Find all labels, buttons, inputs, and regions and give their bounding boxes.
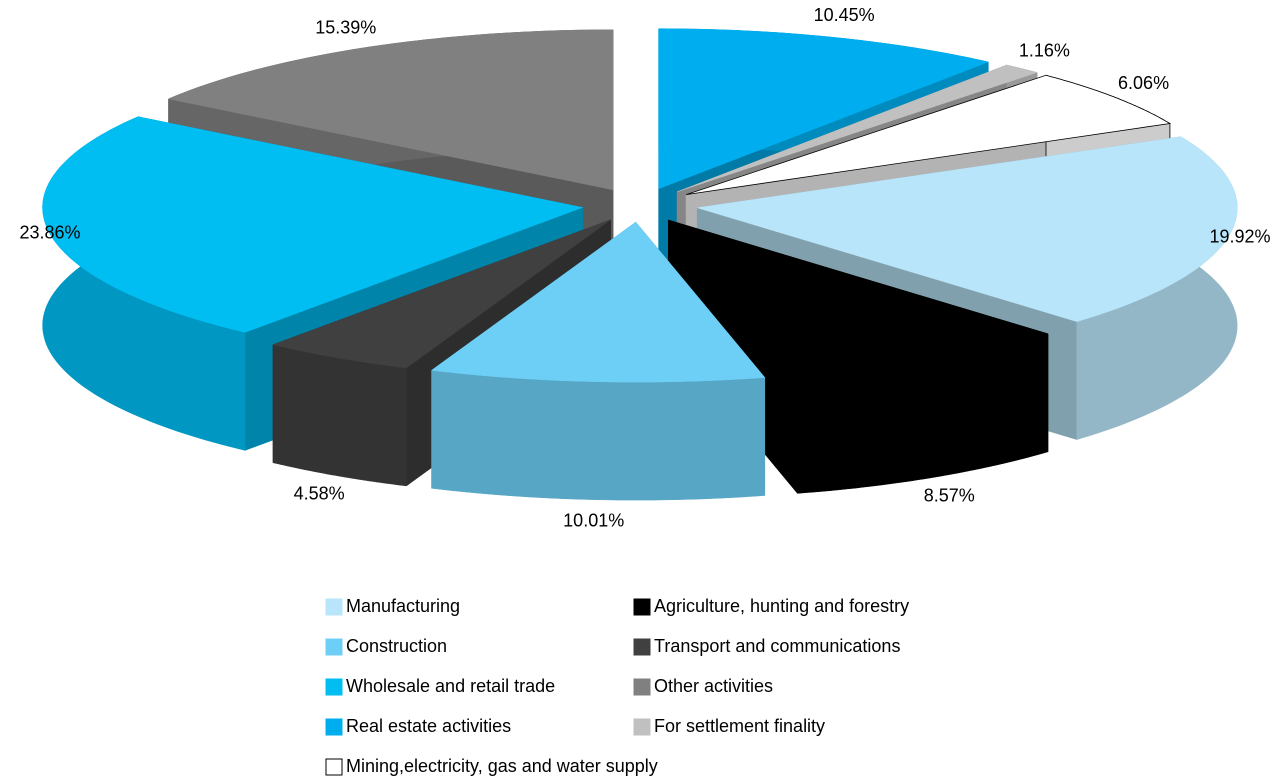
legend-swatch [633,678,651,696]
legend-swatch [325,638,343,656]
slice-top [430,221,766,383]
slice-wall [431,370,766,501]
data-label: 23.86% [19,223,80,243]
legend-swatch [633,598,651,616]
slice-top [272,219,611,369]
legend-label: Real estate activities [346,716,511,736]
slice-top [677,64,1038,193]
data-label: 8.57% [924,486,975,506]
slice-top [685,74,1172,195]
legend-label: Construction [346,636,447,656]
data-label: 6.06% [1118,73,1169,93]
legend-swatch [325,678,343,696]
slice-top [658,28,990,190]
slice-top [42,116,584,333]
slice-wall [272,344,407,487]
data-label: 4.58% [294,483,345,503]
legend-label: Agriculture, hunting and forestry [654,596,909,616]
legend-label: Transport and communications [654,636,900,656]
slice-top [697,136,1238,322]
legend-label: Manufacturing [346,596,460,616]
data-label: 10.01% [563,510,624,530]
data-label: 10.45% [814,5,875,25]
legend-label: Wholesale and retail trade [346,676,555,696]
legend-label: Mining,electricity, gas and water supply [346,756,658,776]
legend-swatch [325,758,343,776]
data-label: 1.16% [1019,41,1070,61]
legend-label: Other activities [654,676,773,696]
slice-top [167,29,614,191]
legend-swatch [325,598,343,616]
data-label: 15.39% [315,17,376,37]
legend-swatch [633,718,651,736]
legend-label: For settlement finality [654,716,825,736]
data-label: 19.92% [1209,227,1270,247]
legend-swatch [325,718,343,736]
legend-swatch [633,638,651,656]
slice-top [667,219,1049,376]
